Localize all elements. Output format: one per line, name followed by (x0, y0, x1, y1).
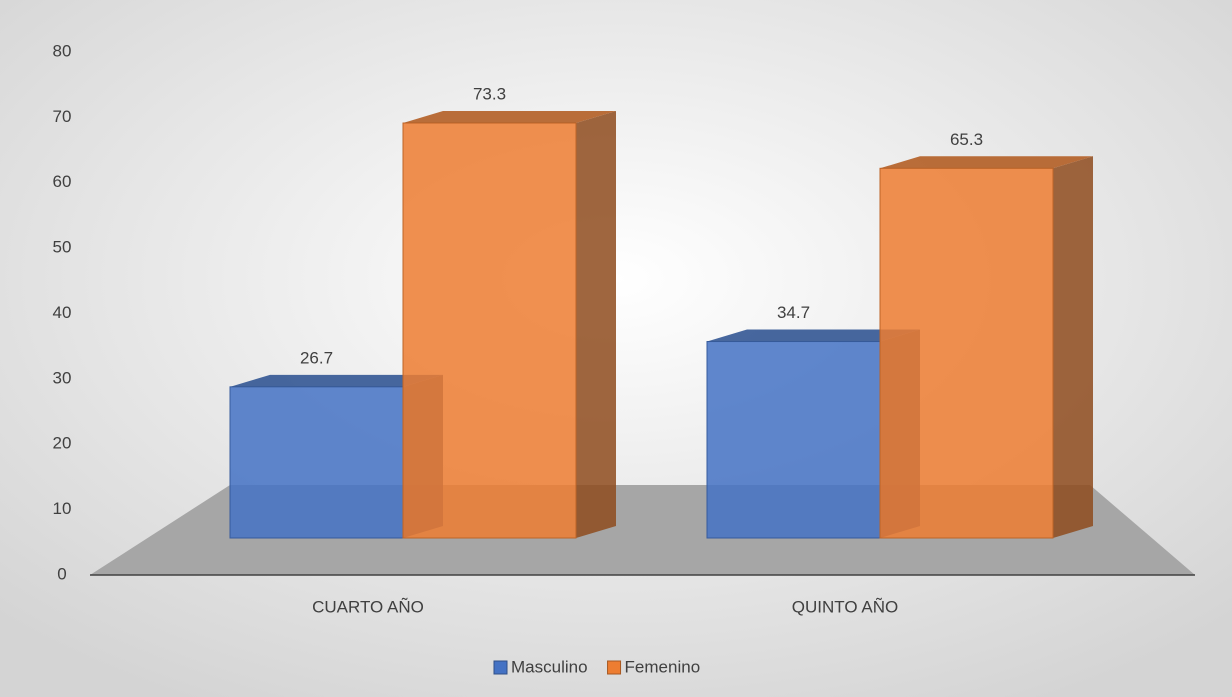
bar-top (403, 111, 616, 124)
y-tick-label: 0 (57, 564, 66, 583)
value-label: 34.7 (777, 303, 810, 322)
y-tick-label: 50 (53, 238, 72, 257)
y-tick-label: 30 (53, 368, 72, 387)
bar (402, 122, 577, 539)
bar-side (1053, 156, 1093, 539)
bar (706, 341, 881, 539)
x-tick-label: CUARTO AÑO (312, 597, 424, 616)
value-label: 65.3 (950, 130, 983, 149)
y-tick-label: 20 (53, 434, 72, 453)
bar (229, 386, 404, 539)
value-label: 26.7 (300, 348, 333, 367)
legend-label: Femenino (625, 657, 701, 676)
value-label: 73.3 (473, 84, 506, 103)
legend-swatch (607, 660, 622, 675)
legend-swatch (493, 660, 508, 675)
y-tick-label: 80 (53, 41, 72, 60)
y-tick-label: 60 (53, 172, 72, 191)
bar-top (230, 374, 443, 387)
x-tick-label: QUINTO AÑO (792, 597, 898, 616)
bar-top (880, 156, 1093, 169)
legend-label: Masculino (511, 657, 588, 676)
y-tick-label: 40 (53, 303, 72, 322)
y-tick-label: 70 (53, 107, 72, 126)
bar (879, 167, 1054, 539)
y-tick-label: 10 (53, 499, 72, 518)
bar-top (707, 329, 920, 342)
bar-side (576, 111, 616, 538)
